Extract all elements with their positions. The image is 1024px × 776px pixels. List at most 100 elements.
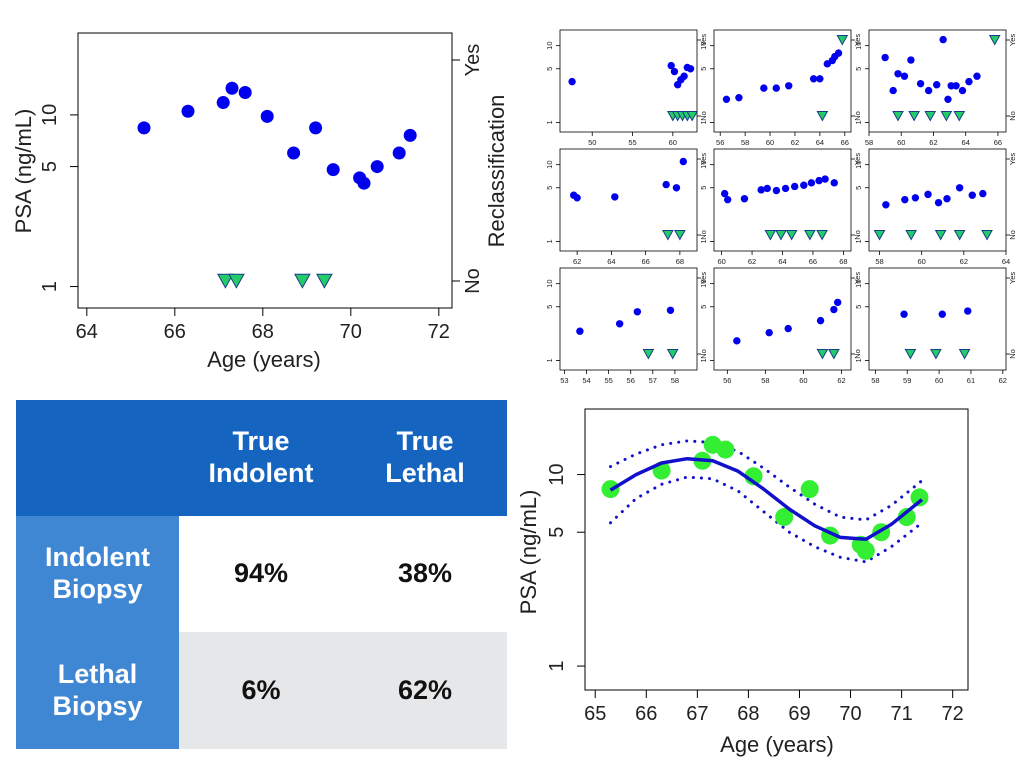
fit-x-tick-label: 66 [635,703,657,725]
table-cell-indolent-lethal: 38% [343,516,507,632]
panel-no-marker [940,111,953,122]
reclassification-no-marker [228,273,245,289]
panel-psa-point [633,308,642,316]
panel-x-tick-label: 60 [717,257,725,266]
panel-psa-point [901,195,909,204]
panel-y-tick-label: 1 [854,120,863,124]
panel-psa-point [916,79,925,88]
panel-x-tick-label: 66 [809,257,817,266]
panel-yes-marker [836,35,849,46]
panel-no-marker [892,111,904,122]
panel-right-tick-label: Yes [699,34,708,46]
panel-right-tick-label: No [1008,230,1017,240]
panel-frame [713,29,852,133]
panel-psa-point [611,193,619,201]
panel-y-tick-label: 5 [699,67,708,71]
panel-right-tick-label: Yes [1008,34,1017,46]
panel-x-tick-label: 60 [935,376,943,385]
panel-no-marker [873,230,886,241]
panel-no-marker [828,349,840,360]
panel-psa-point [722,95,731,104]
psa-point [392,146,406,160]
panel-psa-point [666,306,675,314]
panel-psa-point [667,61,675,70]
panel-y-tick-label: 1 [545,239,554,243]
plot-frame [77,32,453,309]
panel-psa-point [881,53,889,62]
fit-psa-point [775,508,794,527]
psa-point [357,176,371,190]
panel-psa-point [965,77,973,86]
panel-psa-point [807,179,816,187]
panel-x-tick-label: 58 [741,138,749,147]
panel-y-tick-label: 1 [699,358,708,362]
panel-y-tick-label: 5 [854,305,863,309]
panel-x-tick-label: 62 [573,257,581,266]
panel-right-tick-label: Yes [699,272,708,284]
panel-x-tick-label: 50 [588,138,596,147]
panel-psa-point [973,72,981,80]
panel-x-tick-label: 66 [841,138,849,147]
fit-plot-frame [584,408,969,691]
table-header-true-lethal: True Lethal [343,400,507,516]
panel-psa-point [952,82,960,90]
panel-y-tick-label: 10 [545,41,554,49]
table-cell-indolent-indolent: 94% [179,516,343,632]
panel-x-tick-label: 57 [649,376,657,385]
psa-point [225,81,239,95]
panel-no-marker [816,349,829,360]
panel-no-marker [642,349,655,360]
lower-band-line [609,475,924,564]
panel-psa-point [735,93,743,102]
fit-psa-point [716,440,735,459]
y-axis-title: PSA (ng/mL) [11,109,36,234]
panel-x-tick-label: 56 [716,138,724,147]
panel-x-tick-label: 54 [582,376,590,385]
fit-y-tick-label: 10 [546,463,568,485]
panel-x-tick-label: 62 [748,257,756,266]
panel-x-tick-label: 60 [918,257,926,266]
panel-psa-point [760,84,768,92]
panel-x-tick-label: 64 [962,138,970,147]
panel-x-tick-label: 58 [865,138,873,147]
psa-point [238,86,252,100]
panel-y-tick-label: 10 [854,279,863,287]
fit-psa-point [800,480,819,499]
right-tick-label: Yes [462,44,484,77]
panel-right-tick-label: Yes [699,153,708,165]
panel-x-tick-label: 60 [669,138,677,147]
panel-psa-point [934,198,943,207]
panel-psa-point [815,176,823,185]
panel-psa-point [724,195,732,204]
y-tick-label: 10 [39,104,61,126]
panel-x-tick-label: 68 [839,257,847,266]
panel-x-tick-label: 55 [604,376,612,385]
panel-psa-point [955,184,964,192]
panel-x-tick-label: 53 [560,376,568,385]
panel-no-marker [958,349,971,360]
panel-no-marker [924,111,937,122]
panel-right-tick-label: No [853,230,862,240]
panel-x-tick-label: 68 [676,257,684,266]
panel-right-tick-label: Yes [1008,272,1017,284]
panel-psa-point [894,70,902,78]
panel-y-tick-label: 10 [699,160,708,168]
panel-psa-point [900,310,908,318]
panel-y-tick-label: 10 [545,160,554,168]
panel-x-tick-label: 58 [761,376,769,385]
panel-x-tick-label: 60 [766,138,774,147]
panel-x-tick-label: 62 [960,257,968,266]
fit-x-tick-label: 72 [942,703,964,725]
main-scatter-chart: 64 66 68 70 72 1 5 10 Yes No Age (years) PSA (ng/mL… [11,32,509,372]
panel-y-tick-label: 10 [854,41,863,49]
x-axis-title: Age (years) [207,347,321,372]
panel-psa-point [964,307,972,315]
panel-psa-point [958,86,967,95]
panel-no-marker [981,230,993,241]
panel-y-tick-label: 5 [545,305,554,309]
panel-frame [559,148,698,252]
fit-x-tick-label: 67 [686,703,708,725]
